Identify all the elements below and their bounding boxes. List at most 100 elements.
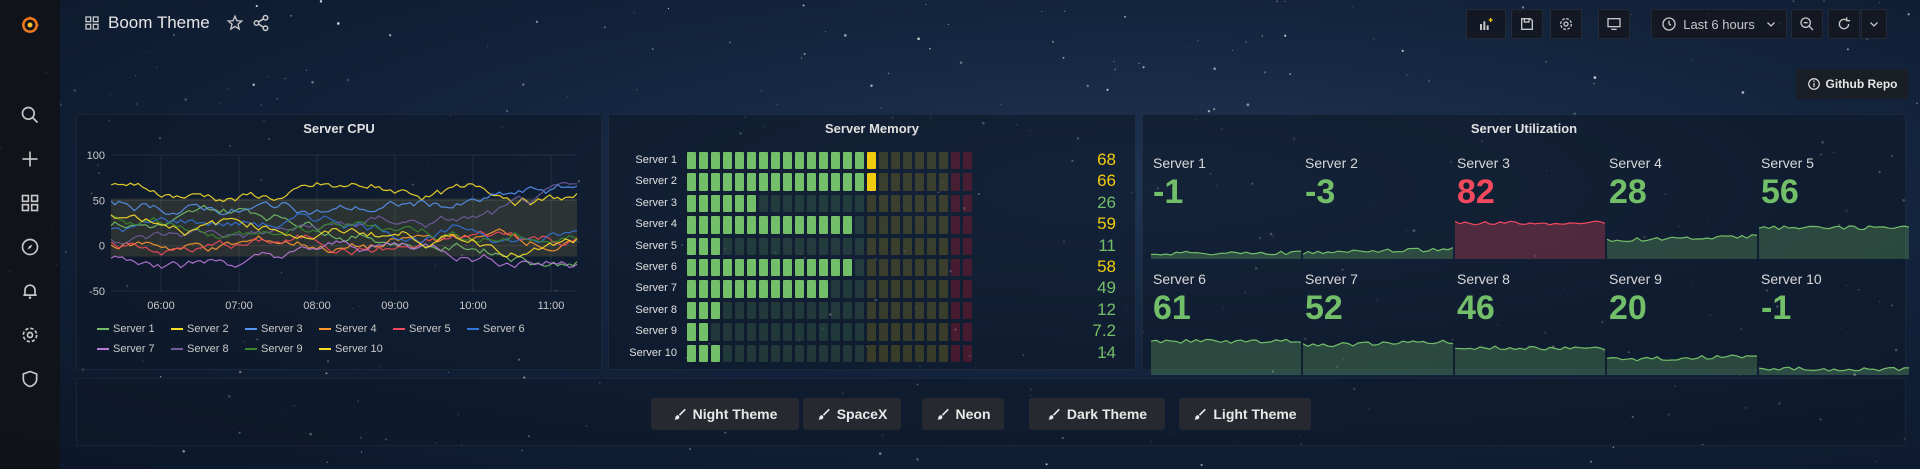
memory-gauge-cell	[699, 237, 708, 255]
memory-gauge-cell	[927, 173, 936, 191]
utilization-stat-grid: Server 1 -1 Server 2 -3 Server 3 82 Server 4 28…	[1143, 115, 1909, 375]
panel-title[interactable]: Server Utilization	[1470, 121, 1578, 136]
stat-server-label: Server 4	[1609, 155, 1662, 171]
settings-button[interactable]	[1550, 9, 1582, 39]
theme-button[interactable]: Light Theme	[1179, 398, 1311, 430]
memory-gauge-cell	[819, 216, 828, 234]
theme-button[interactable]: Night Theme	[651, 398, 799, 430]
memory-gauge-cell	[807, 280, 816, 298]
memory-gauge-cell	[891, 216, 900, 234]
memory-gauge-cell	[747, 301, 756, 320]
memory-value: 12	[1097, 299, 1116, 319]
utilization-stat-tile[interactable]: Server 6 61	[1151, 267, 1301, 379]
plus-icon[interactable]	[15, 144, 45, 174]
compass-icon[interactable]	[15, 232, 45, 262]
legend-item[interactable]: Server 8	[171, 343, 229, 355]
utilization-stat-tile[interactable]: Server 7 52	[1303, 267, 1453, 379]
legend-item[interactable]: Server 3	[245, 323, 303, 335]
theme-button[interactable]: SpaceX	[803, 398, 901, 430]
utilization-stat-tile[interactable]: Server 1 -1	[1151, 151, 1301, 263]
cpu-line-chart: 100 50 0 -50 06:00 07:00 08:00 09:00 10:00 11:00	[87, 150, 578, 312]
utilization-stat-tile[interactable]: Server 9 20	[1607, 267, 1757, 379]
add-panel-icon	[1480, 18, 1493, 30]
stat-value: 61	[1153, 289, 1191, 327]
dashboards-icon[interactable]	[15, 188, 45, 218]
dashboard-grid-icon	[85, 16, 99, 30]
refresh-interval-dropdown[interactable]	[1861, 9, 1887, 39]
memory-value: 11	[1098, 235, 1116, 255]
legend-item[interactable]: Server 5	[393, 323, 451, 335]
star	[1406, 74, 1408, 76]
legend-item[interactable]: Server 4	[319, 323, 377, 335]
time-range-label: Last 6 hours	[1683, 16, 1755, 32]
share-icon[interactable]	[252, 14, 270, 32]
utilization-stat-tile[interactable]: Server 2 -3	[1303, 151, 1453, 263]
memory-gauge-cell	[951, 259, 960, 277]
bell-icon[interactable]	[15, 276, 45, 306]
memory-gauge-cell	[699, 216, 708, 234]
zoom-out-button[interactable]	[1791, 9, 1823, 39]
tv-mode-button[interactable]	[1598, 9, 1630, 39]
memory-gauge-cell	[759, 152, 768, 170]
utilization-stat-tile[interactable]: Server 8 46	[1455, 267, 1605, 379]
dashboard-title[interactable]: Boom Theme	[108, 13, 210, 32]
github-repo-link[interactable]: Github Repo	[1796, 69, 1908, 99]
utilization-stat-tile[interactable]: Server 4 28	[1607, 151, 1757, 263]
memory-gauge-cell	[927, 301, 936, 320]
shield-icon[interactable]	[15, 364, 45, 394]
theme-button[interactable]: Neon	[922, 398, 1004, 430]
memory-gauge-cell	[711, 216, 720, 234]
star	[803, 52, 806, 55]
legend-label: Server 1	[113, 323, 155, 335]
utilization-stat-tile[interactable]: Server 5 56	[1759, 151, 1909, 263]
star	[326, 461, 328, 464]
star	[1593, 83, 1595, 85]
save-dashboard-button[interactable]	[1511, 9, 1543, 39]
star	[347, 78, 350, 82]
legend-item[interactable]: Server 1	[97, 323, 155, 335]
memory-gauge-cell	[759, 259, 768, 277]
time-range-picker[interactable]: Last 6 hours	[1651, 9, 1787, 39]
panel-title[interactable]: Server Memory	[825, 121, 919, 136]
y-tick-label: 100	[87, 150, 105, 162]
add-panel-button[interactable]	[1466, 9, 1506, 39]
memory-value: 59	[1097, 214, 1116, 234]
memory-gauge-cell	[759, 323, 768, 341]
memory-gauge-cell	[699, 173, 708, 191]
gear-icon[interactable]	[15, 320, 45, 350]
star	[1106, 88, 1109, 91]
utilization-stat-tile[interactable]: Server 3 82	[1455, 151, 1605, 263]
memory-gauge-cell	[795, 194, 804, 213]
memory-gauge-cell	[939, 301, 948, 320]
memory-gauge-cell	[903, 152, 912, 170]
stat-sparkline	[1607, 354, 1757, 375]
memory-gauge-cell	[867, 173, 876, 191]
memory-gauge-cell	[783, 216, 792, 234]
zoom-out-icon	[1800, 17, 1814, 31]
utilization-stat-tile[interactable]: Server 10 -1	[1759, 267, 1909, 379]
memory-gauge-cell	[867, 323, 876, 341]
memory-gauge-cell	[843, 280, 852, 298]
search-icon[interactable]	[15, 100, 45, 130]
legend-item[interactable]: Server 7	[97, 343, 155, 355]
legend-item[interactable]: Server 2	[171, 323, 229, 335]
x-tick-label: 08:00	[303, 300, 331, 312]
theme-button[interactable]: Dark Theme	[1029, 398, 1165, 430]
memory-gauge-cell	[879, 280, 888, 298]
memory-gauge-cell	[699, 152, 708, 170]
legend-item[interactable]: Server 6	[467, 323, 525, 335]
legend-label: Server 10	[335, 343, 383, 355]
star	[182, 450, 185, 453]
memory-gauge-cell	[699, 280, 708, 298]
panel-title[interactable]: Server CPU	[303, 121, 375, 136]
memory-gauge-cell	[831, 194, 840, 213]
memory-gauge-cell	[855, 194, 864, 213]
star	[1401, 49, 1404, 53]
legend-item[interactable]: Server 9	[245, 343, 303, 355]
star-icon[interactable]	[226, 14, 244, 32]
legend-item[interactable]: Server 10	[319, 343, 383, 355]
memory-gauge-cell	[903, 280, 912, 298]
grafana-logo-icon[interactable]	[15, 10, 45, 40]
refresh-button[interactable]	[1828, 9, 1860, 39]
sidebar	[0, 0, 60, 469]
